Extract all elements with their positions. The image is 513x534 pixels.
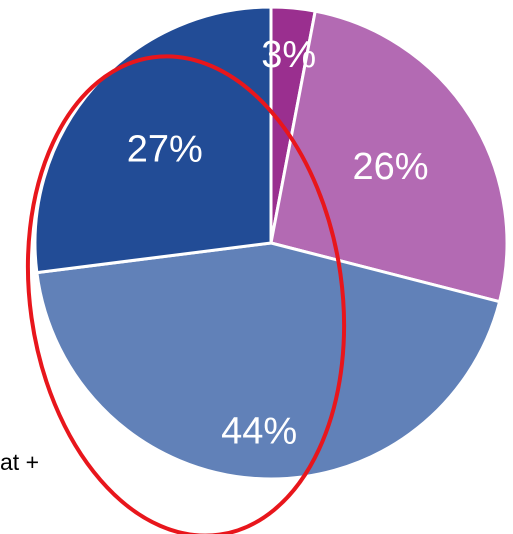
slice-label-44-percent: 44% [221, 410, 297, 452]
slice-label-26-percent: 26% [353, 146, 429, 188]
red-annotation-ellipse [25, 54, 347, 534]
slice-label-3-percent: 3% [261, 34, 316, 76]
slice-label-27-percent: 27% [127, 128, 203, 170]
pie-labels: 3% 26% 44% 27% [127, 34, 429, 452]
pie-slice-44-percent [35, 241, 502, 481]
cut-off-side-text: at + [0, 449, 40, 475]
